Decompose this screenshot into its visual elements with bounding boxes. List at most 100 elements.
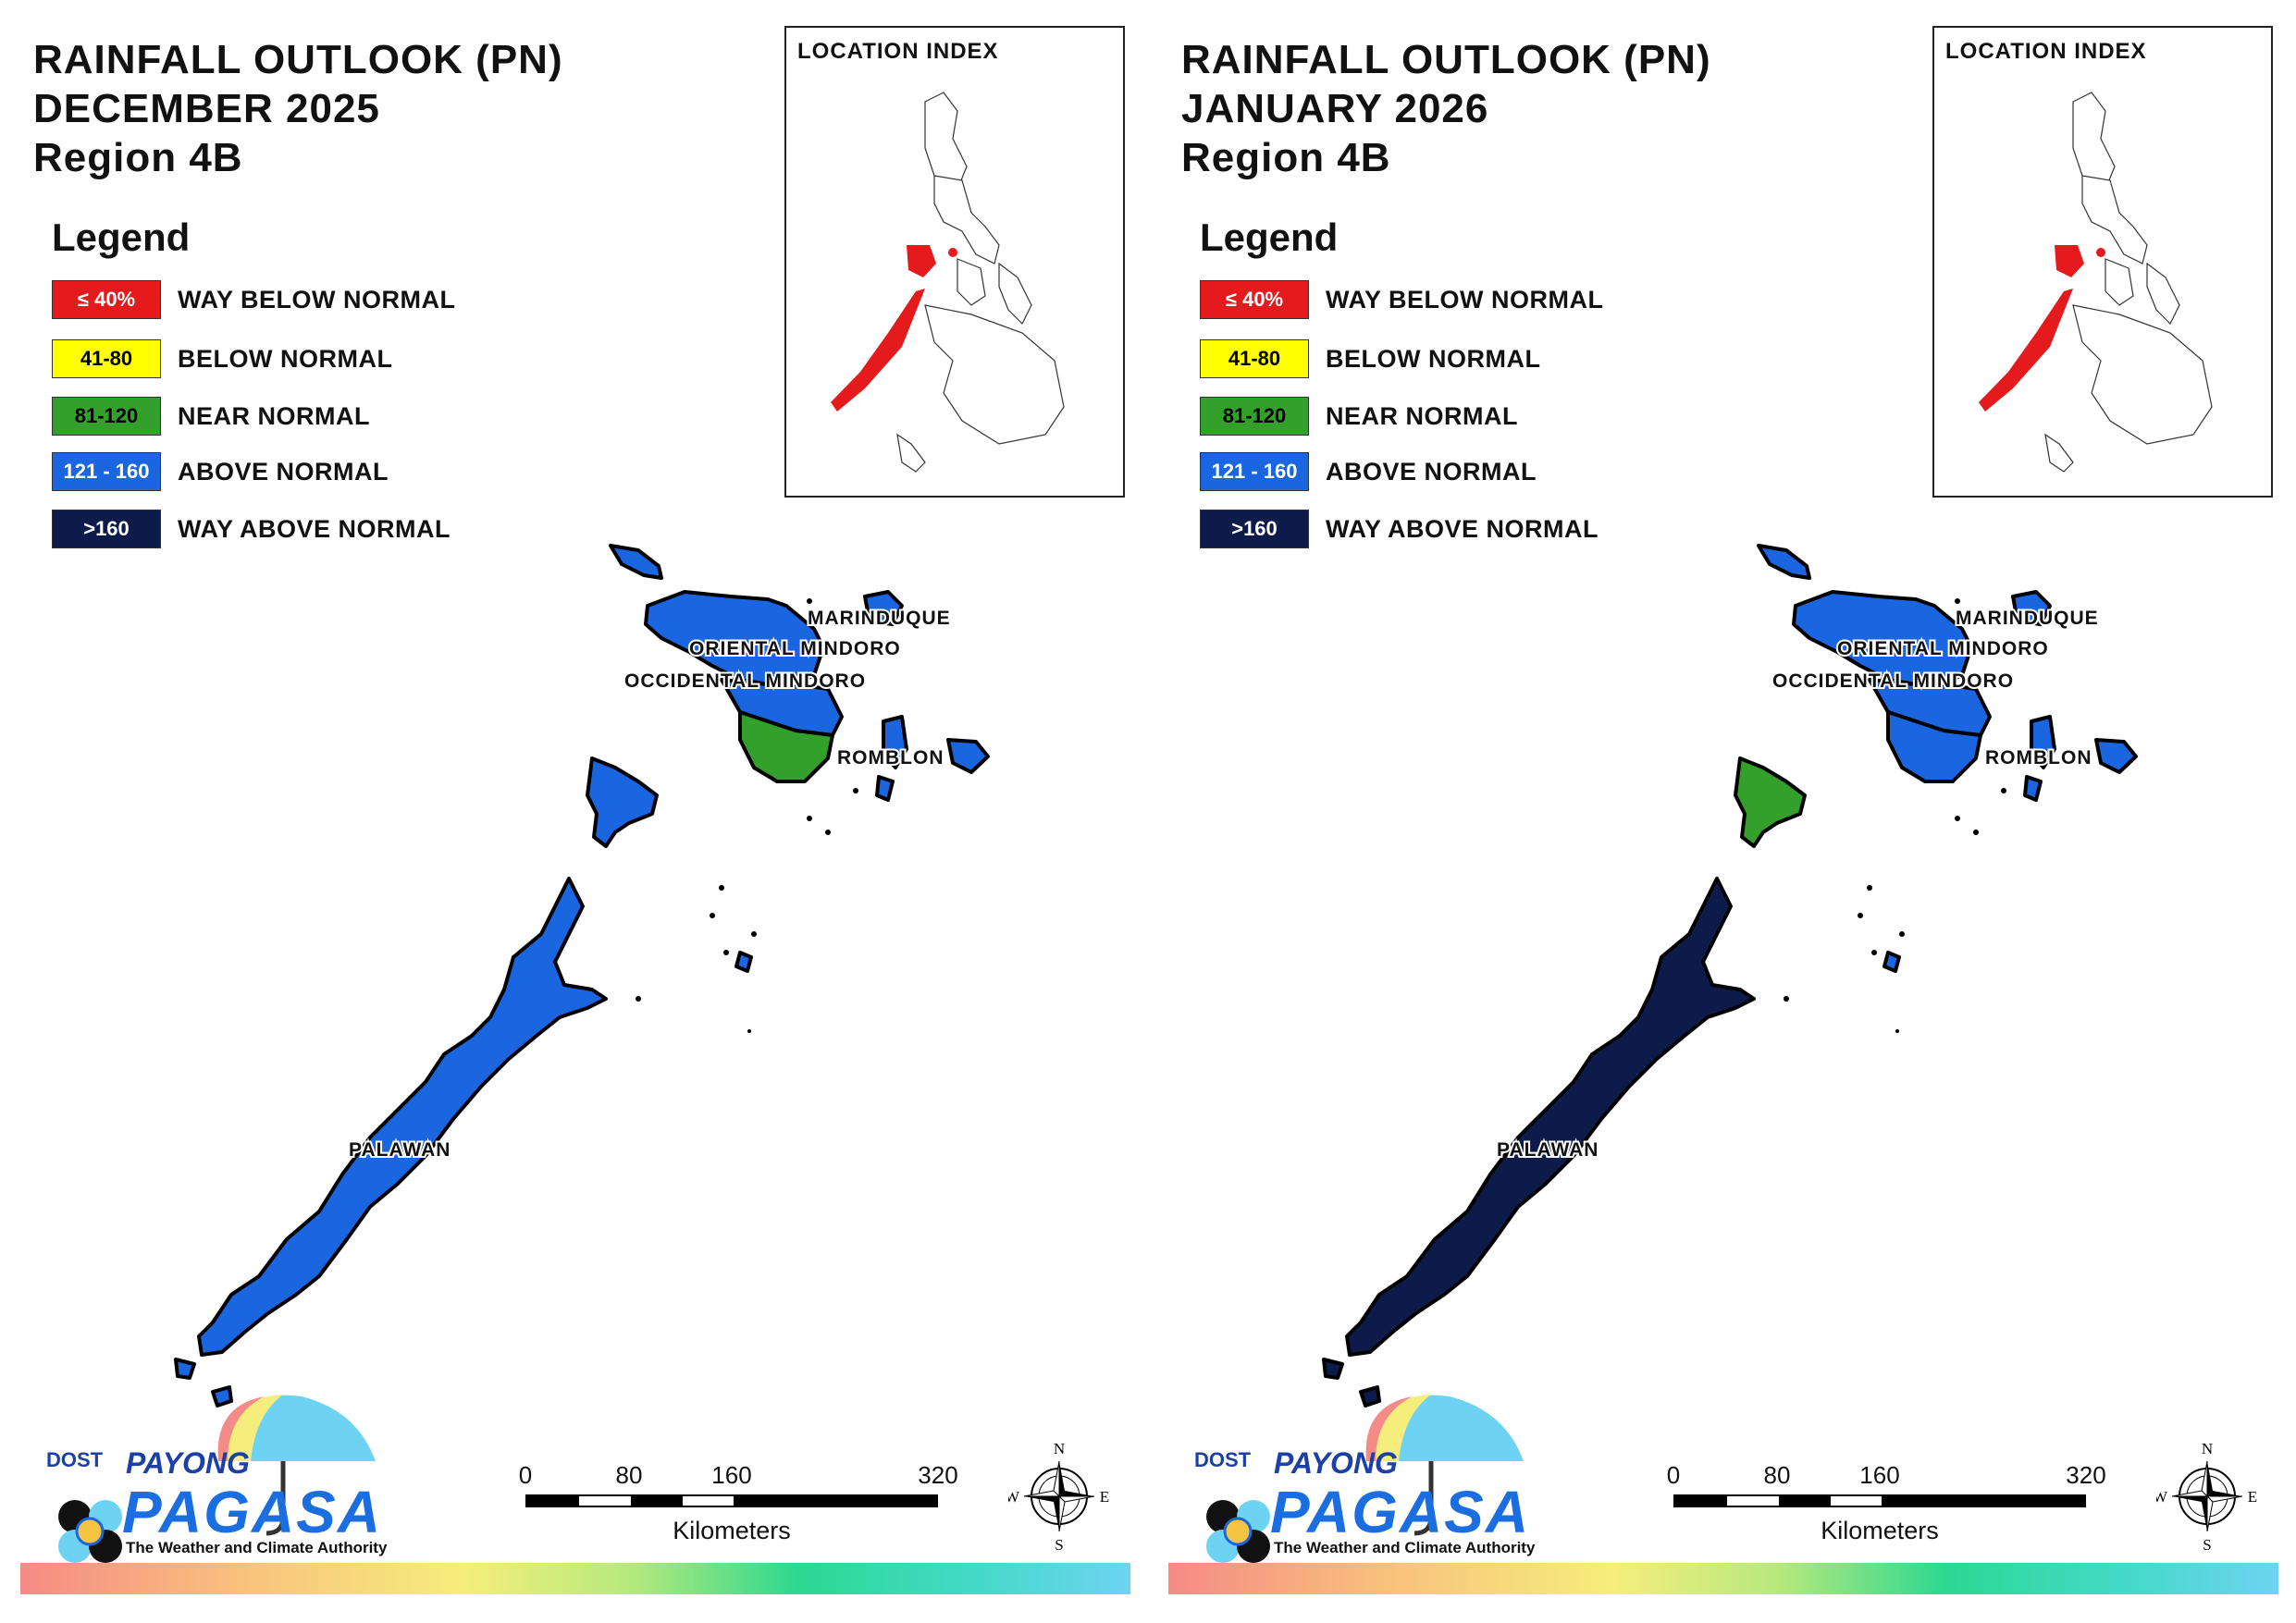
islet	[807, 598, 812, 604]
marinduque-island	[863, 590, 904, 626]
region-4b-highlight	[1979, 245, 2105, 412]
title-line-3: Region 4B	[33, 135, 243, 180]
legend-item-above-normal: 121 - 160 ABOVE NORMAL	[1200, 451, 1537, 492]
umbrella-icon	[58, 1395, 376, 1563]
islet	[825, 830, 831, 835]
mindoro-highlight	[2055, 245, 2084, 277]
mindoro-highlight	[907, 245, 936, 277]
palawan-highlight	[831, 289, 925, 412]
scale-bar-graphic	[1673, 1494, 2086, 1507]
logo-dost-text: DOST	[1194, 1448, 1252, 1471]
label-marinduque: MARINDUQUE	[808, 608, 951, 629]
palawan-southern-islets	[174, 1358, 233, 1408]
islet	[710, 913, 715, 918]
logo-tagline: The Weather and Climate Authority	[126, 1539, 388, 1556]
legend-item-above-normal: 121 - 160 ABOVE NORMAL	[52, 451, 389, 492]
north-arrow-compass-icon: N S W E	[1005, 1440, 1110, 1554]
scale-tick-320: 320	[2066, 1461, 2106, 1489]
marinduque-island	[2011, 590, 2052, 626]
scale-tick-320: 320	[918, 1461, 958, 1489]
legend-swatch: >160	[52, 510, 161, 548]
legend-item-below-normal: 41-80 BELOW NORMAL	[1200, 338, 1540, 379]
compass-w: W	[1008, 1488, 1020, 1506]
cuyo-islands	[734, 951, 753, 973]
legend-swatch: 81-120	[1200, 397, 1309, 436]
legend-swatch: 41-80	[52, 339, 161, 378]
legend-label: ABOVE NORMAL	[1326, 457, 1537, 486]
scale-tick-0: 0	[518, 1461, 533, 1489]
romblon-islands	[875, 715, 990, 802]
scale-tick-0: 0	[1666, 1461, 1681, 1489]
legend-title: Legend	[52, 215, 191, 259]
map-title: RAINFALL OUTLOOK (PN) DECEMBER 2025 Regi…	[33, 35, 563, 182]
mindoro-north-area	[1792, 590, 1973, 686]
legend-title: Legend	[1200, 215, 1339, 259]
mindanao-outline	[2072, 304, 2213, 445]
legend-item-way-above-normal: >160 WAY ABOVE NORMAL	[1200, 509, 1599, 549]
title-line-2: DECEMBER 2025	[33, 86, 380, 131]
legend-swatch: >160	[1200, 510, 1309, 548]
islet	[853, 788, 858, 793]
location-index-label: LOCATION INDEX	[797, 39, 999, 64]
payong-pagasa-logo: DOST PAYONG PAGASA The Weather and Clima…	[33, 1387, 403, 1563]
legend-label: BELOW NORMAL	[1326, 344, 1541, 373]
legend-label: WAY BELOW NORMAL	[178, 285, 456, 314]
marinduque-highlight	[2096, 248, 2105, 257]
islet	[1871, 950, 1877, 955]
scale-bar: 0 80 160 320 Kilometers	[519, 1461, 958, 1544]
samar-outline	[2146, 262, 2180, 326]
romblon-islands	[2023, 715, 2138, 802]
legend-item-way-above-normal: >160 WAY ABOVE NORMAL	[52, 509, 451, 549]
legend-label: NEAR NORMAL	[1326, 401, 1518, 430]
title-line-3: Region 4B	[1181, 135, 1391, 180]
legend-item-near-normal: 81-120 NEAR NORMAL	[1200, 396, 1518, 436]
mindoro-southeast-area	[1886, 710, 1982, 783]
region-4b-map: MARINDUQUE ORIENTAL MINDORO OCCIDENTAL M…	[1322, 544, 2138, 1408]
scale-bar-graphic	[525, 1494, 938, 1507]
label-romblon: ROMBLON	[837, 747, 944, 768]
scale-tick-160: 160	[711, 1461, 752, 1489]
umbrella-icon	[1206, 1395, 1524, 1563]
label-occidental-mindoro: OCCIDENTAL MINDORO	[624, 670, 866, 692]
mindoro-north-area	[644, 590, 825, 686]
map-title: RAINFALL OUTLOOK (PN) JANUARY 2026 Regio…	[1181, 35, 1711, 182]
visayas-outline	[957, 258, 986, 306]
logo-tagline: The Weather and Climate Authority	[1274, 1539, 1536, 1556]
title-line-1: RAINFALL OUTLOOK (PN)	[1181, 37, 1711, 82]
islet	[807, 816, 812, 821]
label-occidental-mindoro: OCCIDENTAL MINDORO	[1772, 670, 2014, 692]
islet	[747, 1029, 751, 1033]
logo-pagasa-text: PAGASA	[1270, 1479, 1531, 1545]
region-4b-highlight	[831, 245, 957, 412]
samar-outline	[998, 262, 1032, 326]
legend-label: WAY BELOW NORMAL	[1326, 285, 1604, 314]
philippines-outline-map	[831, 92, 1065, 473]
legend-swatch: 81-120	[52, 397, 161, 436]
islet	[1784, 996, 1789, 1002]
legend-swatch: ≤ 40%	[52, 280, 161, 319]
compass-e: E	[1100, 1488, 1109, 1506]
title-line-2: JANUARY 2026	[1181, 86, 1489, 131]
logo-dost-text: DOST	[46, 1448, 104, 1471]
legend-swatch: 41-80	[1200, 339, 1309, 378]
islet	[2001, 788, 2006, 793]
scale-unit-label: Kilometers	[673, 1517, 791, 1544]
islet	[1858, 913, 1863, 918]
location-index-label: LOCATION INDEX	[1945, 39, 2147, 64]
islet	[719, 885, 724, 891]
label-oriental-mindoro: ORIENTAL MINDORO	[1837, 638, 2049, 659]
islet	[1867, 885, 1872, 891]
color-gradient-footer-bar	[1168, 1563, 2278, 1594]
label-marinduque: MARINDUQUE	[1956, 608, 2099, 629]
islet	[1955, 816, 1960, 821]
region-4b-map: MARINDUQUE ORIENTAL MINDORO OCCIDENTAL M…	[174, 544, 990, 1408]
calamian-islands	[586, 756, 659, 848]
legend-item-below-normal: 41-80 BELOW NORMAL	[52, 338, 392, 379]
calamian-islands	[1734, 756, 1807, 848]
panel-january-2026: RAINFALL OUTLOOK (PN) JANUARY 2026 Regio…	[1148, 0, 2296, 1623]
marinduque-highlight	[948, 248, 957, 257]
scale-tick-160: 160	[1859, 1461, 1900, 1489]
label-palawan: PALAWAN	[1497, 1139, 1599, 1161]
scale-unit-label: Kilometers	[1821, 1517, 1939, 1544]
islet	[751, 931, 757, 937]
